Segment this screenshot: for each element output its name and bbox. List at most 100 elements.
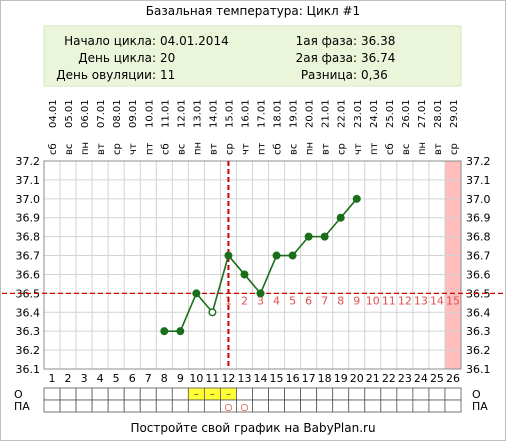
pa-cell [364, 399, 382, 413]
pa-cell [396, 399, 414, 413]
temperature-point [224, 251, 233, 260]
phase-day-label: 2 [241, 294, 248, 307]
pa-cell [380, 399, 398, 413]
x-tick-label: 12 [221, 372, 235, 385]
date-label: 23.01 [353, 99, 364, 128]
x-tick-label: 13 [237, 372, 251, 385]
weekday-label: вт [321, 143, 332, 155]
pa-cell [187, 399, 205, 413]
y-tick-left: 37.0 [16, 193, 41, 206]
phase1-value: 36.38 [361, 34, 395, 48]
o-cell [332, 387, 350, 401]
o-cell [428, 387, 446, 401]
weekday-label: вс [401, 144, 412, 155]
x-tick-label: 19 [334, 372, 348, 385]
x-tick-label: 23 [398, 372, 412, 385]
o-mark: – [226, 389, 231, 400]
phase-day-label: 9 [353, 294, 360, 307]
date-label: 21.01 [321, 99, 332, 128]
date-label: 29.01 [449, 99, 460, 128]
x-tick-label: 4 [97, 372, 104, 385]
x-tick-label: 1 [49, 372, 56, 385]
weekday-label: ср [449, 143, 460, 155]
phase1-label: 1ая фаза: [296, 34, 357, 48]
pa-cell [428, 399, 446, 413]
o-cell [236, 387, 253, 401]
date-label: 19.01 [289, 99, 300, 128]
o-cell [139, 387, 157, 401]
y-tick-right: 36.8 [466, 231, 491, 244]
ovulation-day-value: 11 [160, 68, 175, 82]
o-cell [380, 387, 398, 401]
pa-cell [444, 399, 462, 413]
phase-day-label: 6 [305, 294, 312, 307]
phase-day-label: 14 [430, 294, 444, 307]
date-label: 13.01 [192, 99, 203, 128]
x-tick-label: 20 [350, 372, 364, 385]
y-tick-left: 36.4 [16, 306, 41, 319]
o-mark: – [194, 389, 199, 400]
o-cell [155, 387, 173, 401]
phase-day-label: 5 [289, 294, 296, 307]
x-tick-label: 26 [446, 372, 460, 385]
phase-day-label: 8 [337, 294, 344, 307]
temperature-point [304, 232, 313, 241]
date-label: 16.01 [240, 99, 251, 128]
y-tick-right: 37.2 [466, 155, 491, 168]
x-tick-label: 16 [286, 372, 300, 385]
pa-mark: ○ [241, 403, 249, 413]
x-tick-label: 2 [65, 372, 72, 385]
cycle-day-label: День цикла: [78, 51, 156, 65]
date-label: 12.01 [176, 99, 187, 128]
date-label: 25.01 [385, 99, 396, 128]
o-row-label-right: О [472, 388, 481, 401]
weekday-label: вс [64, 144, 75, 155]
o-cell [396, 387, 414, 401]
y-tick-left: 36.7 [16, 250, 41, 263]
y-tick-left: 36.8 [16, 231, 41, 244]
phase2-label: 2ая фаза: [296, 51, 357, 65]
phase-day-label: 10 [366, 294, 380, 307]
y-tick-right: 36.4 [466, 306, 491, 319]
pa-cell [348, 399, 366, 413]
weekday-label: пт [257, 142, 268, 155]
y-tick-left: 37.2 [16, 155, 41, 168]
date-label: 15.01 [224, 99, 235, 128]
weekday-label: пн [417, 142, 428, 155]
weekday-label: пн [192, 142, 203, 155]
y-tick-left: 36.2 [16, 344, 41, 357]
date-label: 04.01 [48, 99, 59, 128]
pa-cell [155, 399, 173, 413]
weekday-label: ср [112, 143, 123, 155]
o-cell [444, 387, 462, 401]
y-tick-right: 36.7 [466, 250, 491, 263]
date-label: 18.01 [273, 99, 284, 128]
temperature-point [272, 251, 281, 260]
y-tick-left: 37.1 [16, 174, 41, 187]
date-label: 10.01 [144, 99, 155, 128]
plot-border [43, 160, 462, 370]
temperature-point [192, 289, 201, 298]
weekday-label: вс [289, 144, 300, 155]
x-tick-label: 7 [145, 372, 152, 385]
phase2-value: 36.74 [361, 51, 395, 65]
temperature-point [160, 327, 169, 336]
temperature-point [352, 194, 361, 203]
x-tick-label: 6 [129, 372, 136, 385]
diff-label: Разница: [301, 68, 357, 82]
y-tick-left: 36.3 [16, 325, 41, 338]
y-tick-right: 36.3 [466, 325, 491, 338]
diff-value: 0,36 [361, 68, 388, 82]
o-cell [268, 387, 285, 401]
x-tick-label: 10 [189, 372, 203, 385]
weekday-label: пт [369, 142, 380, 155]
date-label: 22.01 [337, 99, 348, 128]
pa-cell [252, 399, 269, 413]
pa-cell [171, 399, 189, 413]
weekday-label: пн [80, 142, 91, 155]
temperature-point [240, 270, 249, 279]
o-cell [284, 387, 302, 401]
y-tick-right: 37.1 [466, 174, 491, 187]
date-label: 05.01 [64, 99, 75, 128]
weekday-label: сб [273, 143, 284, 155]
